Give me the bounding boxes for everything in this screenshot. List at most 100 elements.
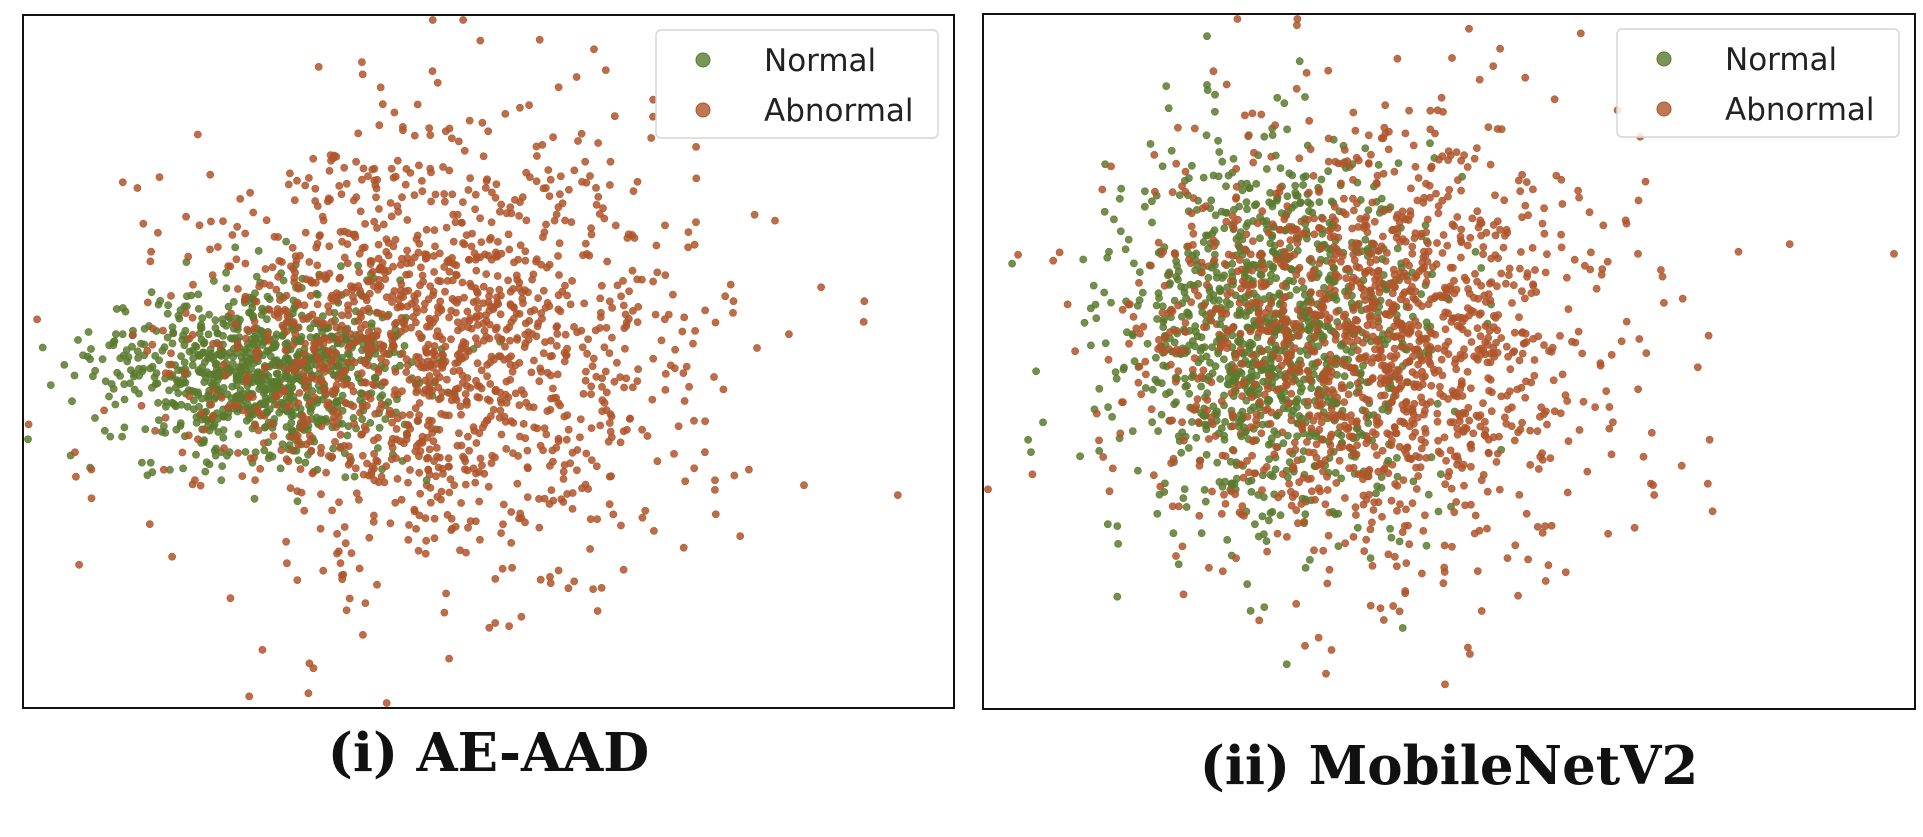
scatter-point-abnormal: [617, 521, 625, 530]
scatter-point-abnormal: [269, 432, 278, 440]
scatter-point-abnormal: [684, 228, 693, 236]
scatter-point-abnormal: [375, 121, 384, 130]
scatter-point-abnormal: [1189, 229, 1198, 238]
scatter-point-abnormal: [72, 472, 80, 481]
scatter-point-abnormal: [1289, 363, 1298, 372]
scatter-point-normal: [146, 364, 155, 373]
scatter-point-abnormal: [475, 535, 484, 544]
scatter-point-normal: [1242, 179, 1251, 188]
scatter-point-abnormal: [1426, 398, 1435, 406]
scatter-point-abnormal: [418, 187, 427, 196]
scatter-point-normal: [1221, 208, 1230, 217]
scatter-point-abnormal: [1173, 123, 1182, 132]
scatter-point-normal: [1148, 218, 1156, 227]
scatter-point-abnormal: [1377, 361, 1386, 370]
scatter-point-abnormal: [356, 207, 365, 216]
scatter-point-normal: [341, 473, 350, 482]
scatter-point-abnormal: [457, 218, 466, 227]
scatter-point-abnormal: [678, 327, 687, 336]
scatter-point-abnormal: [1487, 254, 1496, 263]
scatter-point-abnormal: [306, 291, 315, 300]
scatter-point-abnormal: [1518, 170, 1526, 179]
scatter-point-normal: [1247, 367, 1256, 376]
scatter-point-abnormal: [588, 362, 597, 371]
scatter-point-abnormal: [310, 393, 319, 402]
scatter-point-abnormal: [1704, 331, 1713, 340]
scatter-point-abnormal: [1465, 24, 1473, 33]
scatter-point-abnormal: [1333, 224, 1342, 232]
scatter-point-abnormal: [1448, 220, 1457, 229]
scatter-point-abnormal: [582, 178, 591, 187]
scatter-point-abnormal: [1427, 164, 1435, 173]
scatter-point-abnormal: [431, 190, 440, 199]
scatter-point-abnormal: [1463, 241, 1472, 250]
scatter-point-abnormal: [1518, 349, 1527, 358]
scatter-point-abnormal: [1219, 336, 1228, 345]
scatter-point-abnormal: [462, 397, 471, 406]
scatter-point-abnormal: [390, 108, 399, 117]
scatter-point-abnormal: [1292, 84, 1301, 93]
scatter-point-normal: [1087, 341, 1095, 350]
scatter-point-abnormal: [483, 372, 491, 381]
scatter-point-abnormal: [1502, 279, 1510, 288]
scatter-point-normal: [1135, 268, 1144, 276]
scatter-point-abnormal: [600, 343, 609, 352]
scatter-point-normal: [105, 392, 113, 401]
scatter-point-abnormal: [293, 576, 302, 584]
scatter-point-abnormal: [206, 245, 214, 254]
scatter-point-abnormal: [184, 252, 193, 261]
scatter-point-abnormal: [1319, 546, 1328, 555]
scatter-point-abnormal: [1515, 490, 1524, 499]
scatter-point-normal: [1177, 312, 1186, 321]
scatter-point-abnormal: [359, 306, 368, 315]
scatter-point-abnormal: [1570, 255, 1579, 264]
scatter-point-abnormal: [485, 623, 494, 632]
scatter-point-abnormal: [1510, 436, 1519, 445]
plot-frame: [22, 14, 955, 709]
scatter-point-normal: [68, 397, 76, 406]
scatter-point-abnormal: [147, 247, 156, 256]
scatter-point-abnormal: [425, 322, 434, 331]
scatter-point-abnormal: [1324, 134, 1333, 143]
scatter-point-abnormal: [337, 321, 346, 330]
scatter-point-abnormal: [1335, 322, 1344, 331]
scatter-point-abnormal: [1319, 303, 1328, 312]
scatter-point-abnormal: [536, 441, 545, 450]
scatter-point-abnormal: [1402, 505, 1410, 514]
scatter-point-abnormal: [308, 310, 317, 319]
scatter-point-abnormal: [1366, 601, 1375, 610]
scatter-point-abnormal: [580, 299, 589, 308]
scatter-point-normal: [1265, 455, 1273, 464]
scatter-point-normal: [272, 356, 281, 365]
scatter-point-normal: [204, 330, 213, 339]
scatter-point-abnormal: [1387, 361, 1396, 369]
scatter-point-abnormal: [1195, 511, 1204, 520]
scatter-point-abnormal: [228, 231, 237, 239]
scatter-point-abnormal: [129, 331, 137, 339]
scatter-point-abnormal: [1412, 370, 1421, 379]
scatter-point-abnormal: [1330, 358, 1339, 367]
scatter-point-normal: [154, 398, 162, 407]
scatter-point-abnormal: [1353, 441, 1361, 450]
scatter-point-abnormal: [1327, 646, 1336, 654]
scatter-point-abnormal: [1421, 251, 1430, 260]
scatter-point-normal: [1324, 167, 1333, 176]
legend-marker-normal: [695, 52, 711, 68]
scatter-point-normal: [1116, 227, 1125, 236]
scatter-point-abnormal: [350, 419, 358, 428]
scatter-point-abnormal: [272, 285, 281, 294]
scatter-point-abnormal: [320, 367, 329, 376]
scatter-point-abnormal: [390, 320, 399, 328]
scatter-point-abnormal: [1236, 329, 1245, 338]
scatter-point-abnormal: [1445, 185, 1454, 194]
scatter-point-normal: [1226, 457, 1235, 466]
scatter-point-abnormal: [497, 200, 506, 209]
scatter-point-normal: [1184, 174, 1193, 183]
scatter-point-abnormal: [1475, 310, 1484, 319]
scatter-point-abnormal: [431, 472, 440, 481]
scatter-point-normal: [272, 369, 281, 378]
scatter-point-abnormal: [33, 315, 41, 324]
scatter-point-abnormal: [355, 268, 364, 277]
scatter-point-abnormal: [461, 390, 470, 398]
scatter-point-abnormal: [1246, 250, 1255, 259]
